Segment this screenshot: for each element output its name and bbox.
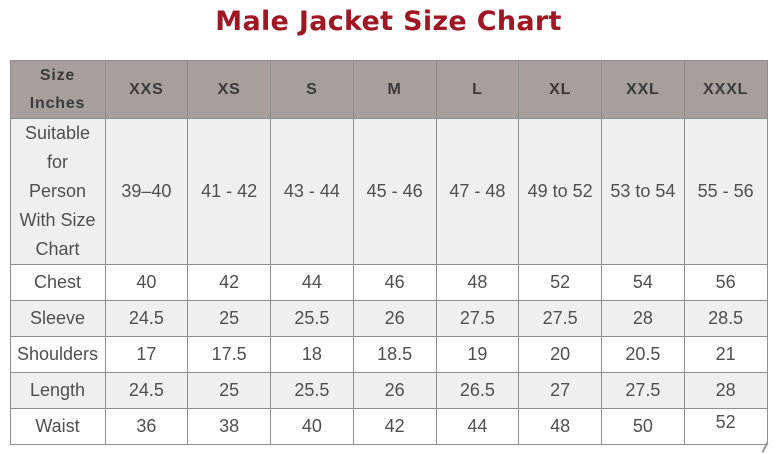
size-chart-table: Size Inches XXS XS S M L XL XXL XXXL Suitable fo… bbox=[9, 60, 768, 445]
row-label-sleeve: Sleeve bbox=[9, 300, 106, 337]
cell-shoulders-xs: 17.5 bbox=[187, 336, 271, 373]
cell-chest-xs: 42 bbox=[187, 264, 271, 301]
cell-chest-xxl: 54 bbox=[601, 264, 685, 301]
row-length: Length 24.5 25 25.5 26 26.5 27 27.5 28 bbox=[9, 372, 768, 409]
cell-sleeve-s: 25.5 bbox=[270, 300, 354, 337]
header-cell-size-inches: Size Inches bbox=[9, 60, 106, 119]
header-cell-xxl: XXL bbox=[601, 60, 685, 119]
cell-shoulders-xxl: 20.5 bbox=[601, 336, 685, 373]
cell-shoulders-xxxl: 21 bbox=[683, 336, 768, 373]
cell-suitable-l: 47 - 48 bbox=[435, 118, 520, 265]
cell-chest-xl: 52 bbox=[518, 264, 602, 301]
row-label-chest: Chest bbox=[9, 264, 106, 301]
cell-shoulders-xxs: 17 bbox=[104, 336, 189, 373]
cell-waist-l: 44 bbox=[435, 408, 520, 445]
table-body: Suitable for Person With Size Chart 39–40… bbox=[9, 118, 768, 445]
cell-sleeve-xxl: 28 bbox=[601, 300, 685, 337]
header-cell-s: S bbox=[270, 60, 354, 119]
cell-suitable-xs: 41 - 42 bbox=[187, 118, 271, 265]
cell-suitable-m: 45 - 46 bbox=[352, 118, 437, 265]
cell-length-xl: 27 bbox=[518, 372, 602, 409]
cell-sleeve-xl: 27.5 bbox=[518, 300, 602, 337]
row-shoulders: Shoulders 17 17.5 18 18.5 19 20 20.5 21 bbox=[9, 336, 768, 373]
cell-chest-xxs: 40 bbox=[104, 264, 189, 301]
cell-waist-xxs: 36 bbox=[104, 408, 189, 445]
cell-suitable-xxs: 39–40 bbox=[104, 118, 189, 265]
row-suitable: Suitable for Person With Size Chart 39–40… bbox=[9, 118, 768, 265]
cell-chest-l: 48 bbox=[435, 264, 520, 301]
cell-shoulders-m: 18.5 bbox=[352, 336, 437, 373]
header-cell-xxs: XXS bbox=[104, 60, 189, 119]
cell-sleeve-xxxl: 28.5 bbox=[683, 300, 768, 337]
cell-length-s: 25.5 bbox=[270, 372, 354, 409]
row-label-suitable: Suitable for Person With Size Chart bbox=[9, 118, 106, 265]
cell-chest-m: 46 bbox=[352, 264, 437, 301]
cell-length-l: 26.5 bbox=[435, 372, 520, 409]
header-cell-xs: XS bbox=[187, 60, 271, 119]
header-cell-m: M bbox=[352, 60, 437, 119]
row-chest: Chest 40 42 44 46 48 52 54 56 bbox=[9, 264, 768, 301]
cell-length-m: 26 bbox=[352, 372, 437, 409]
cell-sleeve-xs: 25 bbox=[187, 300, 271, 337]
cell-waist-m: 42 bbox=[352, 408, 437, 445]
page-title: Male Jacket Size Chart bbox=[215, 6, 562, 37]
header-row: Size Inches XXS XS S M L XL XXL XXXL bbox=[9, 60, 768, 119]
cell-suitable-xxxl: 55 - 56 bbox=[683, 118, 768, 265]
size-chart-page: Male Jacket Size Chart Size Inches XXS XS S… bbox=[0, 4, 777, 454]
table-header: Size Inches XXS XS S M L XL XXL XXXL bbox=[9, 60, 768, 119]
cell-shoulders-s: 18 bbox=[270, 336, 354, 373]
header-cell-xxxl: XXXL bbox=[683, 60, 768, 119]
header-cell-xl: XL bbox=[518, 60, 602, 119]
cell-sleeve-l: 27.5 bbox=[435, 300, 520, 337]
cell-chest-xxxl: 56 bbox=[683, 264, 768, 301]
header-cell-l: L bbox=[435, 60, 520, 119]
cell-shoulders-l: 19 bbox=[435, 336, 520, 373]
row-waist: Waist 36 38 40 42 44 48 50 52 bbox=[9, 408, 768, 445]
cell-shoulders-xl: 20 bbox=[518, 336, 602, 373]
cell-sleeve-xxs: 24.5 bbox=[104, 300, 189, 337]
cell-length-xxl: 27.5 bbox=[601, 372, 685, 409]
cell-waist-s: 40 bbox=[270, 408, 354, 445]
cell-chest-s: 44 bbox=[270, 264, 354, 301]
row-label-shoulders: Shoulders bbox=[9, 336, 106, 373]
cell-length-xs: 25 bbox=[187, 372, 271, 409]
cell-sleeve-m: 26 bbox=[352, 300, 437, 337]
row-sleeve: Sleeve 24.5 25 25.5 26 27.5 27.5 28 28.5 bbox=[9, 300, 768, 337]
cell-waist-xs: 38 bbox=[187, 408, 271, 445]
cell-length-xxs: 24.5 bbox=[104, 372, 189, 409]
cell-length-xxxl: 28 bbox=[683, 372, 768, 409]
cell-suitable-xxl: 53 to 54 bbox=[601, 118, 685, 265]
cell-suitable-xl: 49 to 52 bbox=[518, 118, 602, 265]
cell-waist-xxl: 50 bbox=[601, 408, 685, 445]
row-label-waist: Waist bbox=[9, 408, 106, 445]
cell-waist-xxxl: 52 bbox=[683, 408, 768, 445]
cell-suitable-s: 43 - 44 bbox=[270, 118, 354, 265]
cell-waist-xl: 48 bbox=[518, 408, 602, 445]
row-label-length: Length bbox=[9, 372, 106, 409]
